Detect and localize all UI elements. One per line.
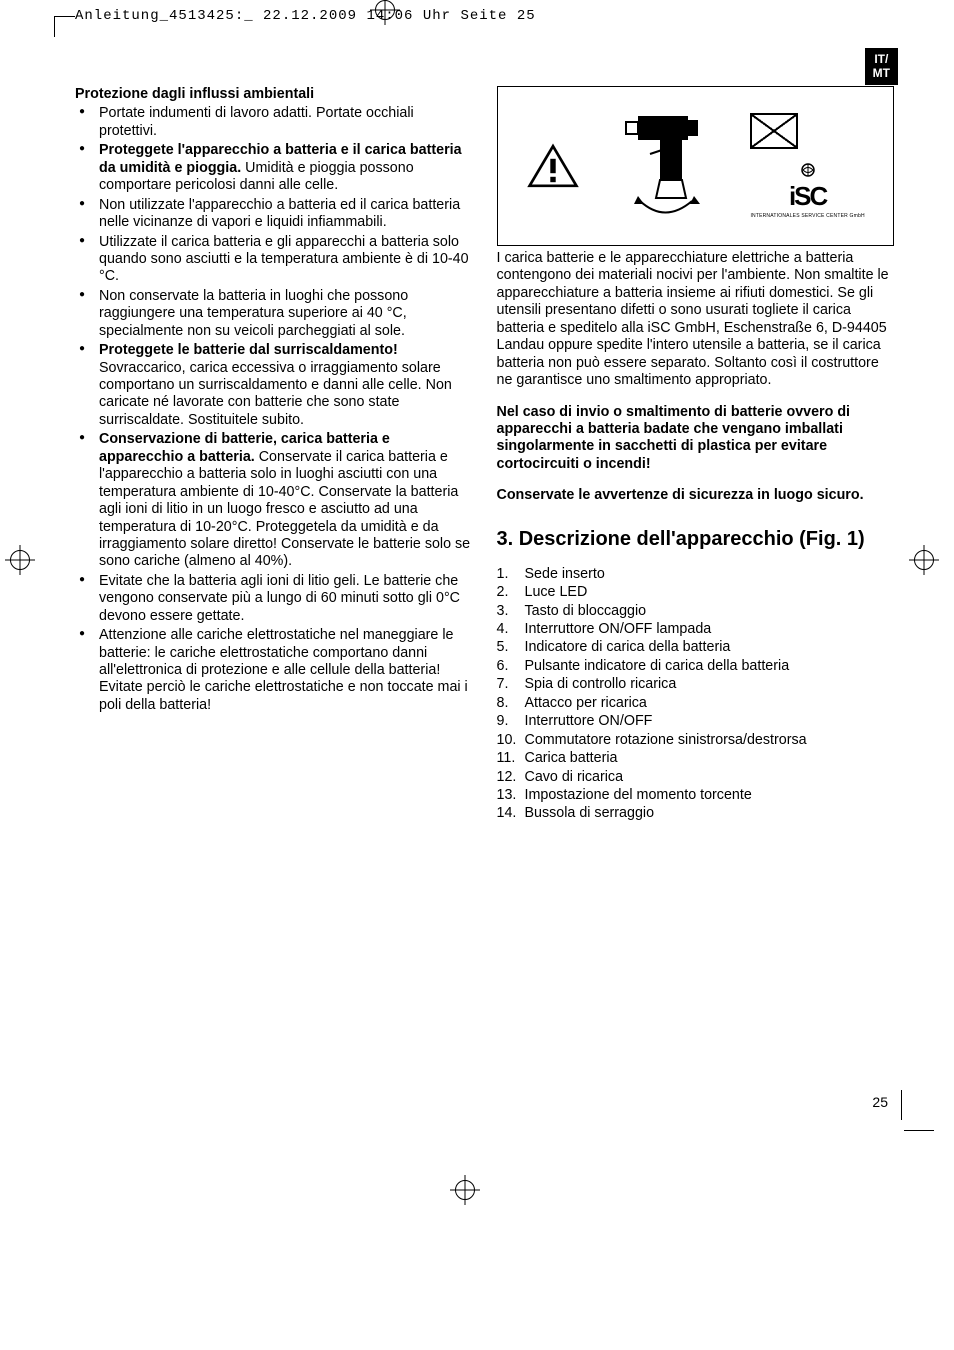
- warning-triangle-icon: [526, 142, 580, 190]
- left-column: Protezione dagli influssi ambientali Por…: [75, 86, 473, 824]
- list-item: 1.Sede inserto: [497, 566, 895, 583]
- crop-mark-icon: [901, 1090, 902, 1120]
- paragraph: I carica batterie e le apparecchiature e…: [497, 250, 895, 390]
- list-item: Evitate che la batteria agli ioni di lit…: [75, 573, 473, 625]
- mail-isc-group: iSC INTERNATIONALES SERVICE CENTER GmbH: [750, 113, 864, 219]
- list-item: 12.Cavo di ricarica: [497, 769, 895, 786]
- isc-logo: iSC INTERNATIONALES SERVICE CENTER GmbH: [750, 163, 864, 219]
- list-item: 14.Bussola di serraggio: [497, 805, 895, 822]
- registration-mark-icon: [455, 1180, 475, 1205]
- isc-logo-text: iSC: [750, 181, 864, 213]
- list-item: 13.Impostazione del momento torcente: [497, 787, 895, 804]
- subheading: Protezione dagli influssi ambientali: [75, 86, 473, 103]
- list-item: Conservazione di batterie, carica batter…: [75, 431, 473, 571]
- list-item: 6.Pulsante indicatore di carica della ba…: [497, 658, 895, 675]
- list-item: Non utilizzate l'apparecchio a batteria …: [75, 197, 473, 232]
- paragraph-bold: Nel caso di invio o smaltimento di batte…: [497, 404, 895, 474]
- isc-subtitle: INTERNATIONALES SERVICE CENTER GmbH: [750, 213, 864, 219]
- list-item: 2.Luce LED: [497, 584, 895, 601]
- disposal-illustration: iSC INTERNATIONALES SERVICE CENTER GmbH: [497, 86, 895, 246]
- section-heading: 3. Descrizione dell'apparecchio (Fig. 1): [497, 527, 895, 552]
- list-item: Proteggete le batterie dal surriscaldame…: [75, 342, 473, 429]
- list-item: 10.Commutatore rotazione sinistrorsa/des…: [497, 732, 895, 749]
- list-item: Proteggete l'apparecchio a batteria e il…: [75, 142, 473, 194]
- header-metadata: Anleitung_4513425:_ 22.12.2009 14:06 Uhr…: [75, 8, 536, 24]
- lang-line1: IT/: [874, 52, 888, 66]
- page: Anleitung_4513425:_ 22.12.2009 14:06 Uhr…: [0, 0, 954, 1350]
- page-number: 25: [872, 1094, 888, 1110]
- content-columns: Protezione dagli influssi ambientali Por…: [75, 86, 894, 824]
- list-item: 8.Attacco per ricarica: [497, 695, 895, 712]
- list-item: 9.Interruttore ON/OFF: [497, 713, 895, 730]
- paragraph-bold: Conservate le avvertenze di sicurezza in…: [497, 487, 895, 504]
- registration-mark-icon: [10, 550, 30, 575]
- list-item: 7.Spia di controllo ricarica: [497, 676, 895, 693]
- numbered-list: 1.Sede inserto 2.Luce LED 3.Tasto di blo…: [497, 566, 895, 823]
- list-item: 3.Tasto di bloccaggio: [497, 603, 895, 620]
- crop-mark-icon: [904, 1130, 934, 1131]
- bullet-list: Portate indumenti di lavoro adatti. Port…: [75, 105, 473, 714]
- list-item: 4.Interruttore ON/OFF lampada: [497, 621, 895, 638]
- registration-mark-icon: [375, 0, 395, 25]
- list-item: Non conservate la batteria in luoghi che…: [75, 288, 473, 340]
- list-item: 5.Indicatore di carica della batteria: [497, 639, 895, 656]
- right-column: iSC INTERNATIONALES SERVICE CENTER GmbH …: [497, 86, 895, 824]
- envelope-icon: [750, 113, 798, 149]
- drill-icon: [620, 106, 710, 226]
- list-item: Attenzione alle cariche elettrostatiche …: [75, 627, 473, 714]
- language-badge: IT/ MT: [865, 48, 898, 85]
- list-item: Portate indumenti di lavoro adatti. Port…: [75, 105, 473, 140]
- lang-line2: MT: [873, 66, 890, 80]
- registration-mark-icon: [914, 550, 934, 575]
- list-item: 11.Carica batteria: [497, 750, 895, 767]
- list-item: Utilizzate il carica batteria e gli appa…: [75, 234, 473, 286]
- crop-mark-icon: [54, 16, 75, 37]
